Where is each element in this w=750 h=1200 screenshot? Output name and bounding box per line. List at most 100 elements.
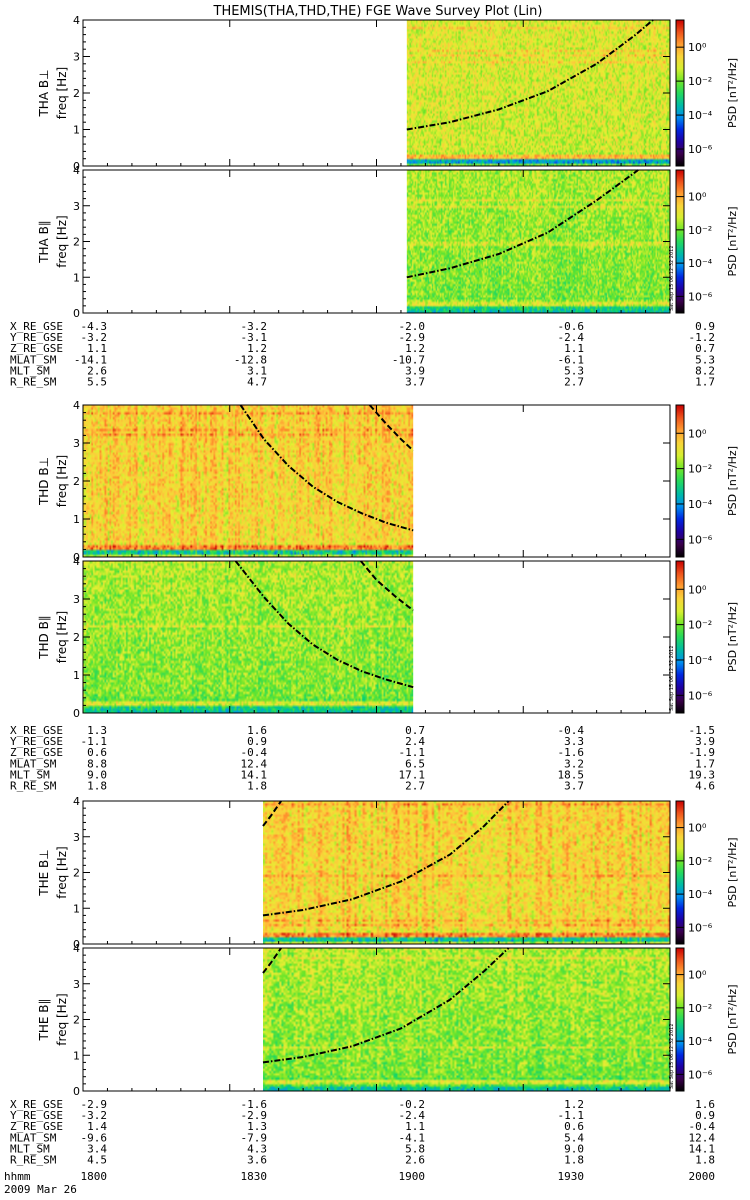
orbit-value: 0.7 [695, 342, 715, 355]
orbit-value: -2.9 [399, 331, 426, 344]
colorbar-tick-label: 10⁻⁴ [688, 109, 713, 122]
orbit-value: -2.4 [399, 1109, 426, 1122]
colorbar [675, 404, 685, 558]
colorbar [675, 800, 685, 945]
time-tick-label: 2000 [689, 1170, 716, 1183]
y-tick-label: 0 [73, 160, 80, 173]
gyro-frequency-curve [262, 947, 510, 1064]
orbit-value: -3.2 [241, 320, 268, 333]
gyro-frequency-curve [406, 19, 654, 131]
orbit-value: 8.2 [695, 364, 715, 377]
orbit-value: -1.2 [689, 331, 716, 344]
y-axis-label: freq [Hz] [55, 215, 69, 267]
timestamp-stamp: Sat Sep 15 06:12:32 2012 [669, 645, 675, 711]
orbit-value: 5.4 [564, 1131, 584, 1144]
orbit-value: -2.9 [241, 1109, 268, 1122]
time-tick-label: 1800 [81, 1170, 108, 1183]
y-tick-label: 2 [73, 475, 80, 488]
orbit-value: 14.1 [689, 1142, 716, 1155]
orbit-value: 3.7 [564, 780, 584, 793]
spectrogram-panel: 0 1 2 3 4 THE B∥ freq [Hz] 10⁰ 10⁻² 10⁻⁴ 10⁻⁶ PSD [… [37, 942, 739, 1098]
gyro-frequency-curve [368, 404, 414, 452]
timestamp-stamp: Sat Sep 15 06:12:32 2012 [669, 245, 675, 311]
y-tick-label: 3 [73, 437, 80, 450]
colorbar-label: PSD [nT²/Hz] [726, 58, 739, 128]
orbit-value: -1.9 [689, 746, 716, 759]
y-tick-label: 0 [73, 707, 80, 720]
colorbar-tick-label: 10⁰ [688, 427, 707, 440]
colorbar-label: PSD [nT²/Hz] [726, 206, 739, 276]
orbit-value: 1.7 [695, 376, 715, 389]
y-tick-label: 2 [73, 867, 80, 880]
panel-title: THD B⊥ [37, 457, 51, 506]
orbit-value: 19.3 [689, 768, 716, 781]
orbit-value: -1.1 [558, 1109, 585, 1122]
colorbar-tick-label: 10⁻⁶ [688, 290, 713, 303]
plot-title: THEMIS(THA,THD,THE) FGE Wave Survey Plot… [213, 4, 543, 19]
orbit-value: 1.6 [247, 724, 267, 737]
y-tick-label: 1 [73, 124, 80, 137]
orbit-value: -0.4 [241, 746, 268, 759]
y-tick-label: 1 [73, 271, 80, 284]
orbit-value: 0.6 [87, 746, 107, 759]
spectrogram-image [406, 20, 670, 166]
y-tick-label: 4 [73, 555, 80, 568]
orbit-value: 2.7 [564, 376, 584, 389]
orbit-value: 1.7 [695, 757, 715, 770]
orbit-value: -12.8 [234, 353, 267, 366]
colorbar-tick-label: 10⁰ [688, 822, 707, 835]
time-tick-label: 1830 [241, 1170, 268, 1183]
colorbar-tick-label: 10⁻⁴ [688, 654, 713, 667]
orbit-value: 1.1 [564, 342, 584, 355]
orbit-row-label: MLAT_SM [10, 757, 57, 770]
colorbar-tick-label: 10⁻⁴ [688, 1035, 713, 1048]
orbit-row-label: MLAT_SM [10, 1131, 57, 1144]
orbit-value: -3.2 [81, 331, 108, 344]
orbit-table: X_RE_GSE -4.3 -3.2 -2.0 -0.6 0.9Y_RE_GSE -3.2-… [10, 320, 715, 389]
orbit-value: -7.9 [241, 1131, 268, 1144]
orbit-row-label: Y_RE_GSE [10, 331, 63, 344]
orbit-value: 3.9 [405, 364, 425, 377]
time-axis-labels: hhmm 2009 Mar 26 1800 1830 1900 1930 2000 [4, 1170, 715, 1196]
orbit-value: -0.6 [558, 320, 585, 333]
orbit-value: -1.1 [399, 746, 426, 759]
colorbar-tick-label: 10⁻⁴ [688, 888, 713, 901]
orbit-value: 3.1 [247, 364, 267, 377]
colorbar-tick-label: 10⁰ [688, 41, 707, 54]
gyro-frequency-curve [239, 404, 414, 532]
gyro-frequency-curve [262, 947, 282, 974]
orbit-value: 3.7 [405, 376, 425, 389]
orbit-value: -6.1 [558, 353, 585, 366]
orbit-value: 1.1 [87, 342, 107, 355]
orbit-value: 1.4 [87, 1120, 107, 1133]
orbit-value: 0.6 [564, 1120, 584, 1133]
orbit-value: -14.1 [74, 353, 107, 366]
colorbar-tick-label: 10⁻² [688, 224, 712, 237]
panel-title: THA B∥ [37, 220, 51, 264]
y-tick-label: 3 [73, 200, 80, 213]
spectrogram-image [83, 405, 414, 557]
orbit-row-label: Z_RE_GSE [10, 1120, 63, 1133]
orbit-row-label: MLT_SM [10, 768, 50, 781]
orbit-value: 1.6 [695, 1098, 715, 1111]
colorbar-tick-label: 10⁻² [688, 619, 712, 632]
colorbar-label: PSD [nT²/Hz] [726, 837, 739, 907]
colorbar [675, 560, 685, 714]
gyro-frequency-curve [234, 560, 414, 689]
y-tick-label: 1 [73, 669, 80, 682]
y-tick-label: 4 [73, 164, 80, 177]
y-tick-label: 4 [73, 399, 80, 412]
colorbar-tick-label: 10⁻⁶ [688, 143, 713, 156]
orbit-value: -3.1 [241, 331, 268, 344]
orbit-row-label: Y_RE_GSE [10, 1109, 63, 1122]
panel-title: THA B⊥ [37, 69, 51, 117]
orbit-value: -2.4 [558, 331, 585, 344]
y-tick-label: 0 [73, 307, 80, 320]
colorbar-label: PSD [nT²/Hz] [726, 602, 739, 672]
colorbar-tick-label: 10⁰ [688, 583, 707, 596]
orbit-value: 1.2 [564, 1098, 584, 1111]
orbit-value: -1.6 [558, 746, 585, 759]
spectrogram-panel: 0 1 2 3 4 THA B∥ freq [Hz] 10⁰ 10⁻² 10⁻⁴ 10⁻⁶ PSD [… [37, 164, 739, 320]
spectrogram-panel: 0 1 2 3 4 THD B∥ freq [Hz] 10⁰ 10⁻² 10⁻⁴ 10⁻⁶ PSD [… [37, 555, 739, 720]
y-tick-label: 3 [73, 51, 80, 64]
